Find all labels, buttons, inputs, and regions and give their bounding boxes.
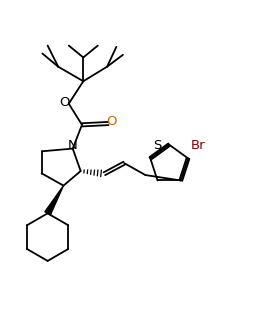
Text: S: S [153,139,162,152]
Polygon shape [45,186,64,215]
Text: O: O [107,115,117,128]
Text: O: O [59,96,69,109]
Text: Br: Br [191,139,206,152]
Text: N: N [68,139,78,152]
